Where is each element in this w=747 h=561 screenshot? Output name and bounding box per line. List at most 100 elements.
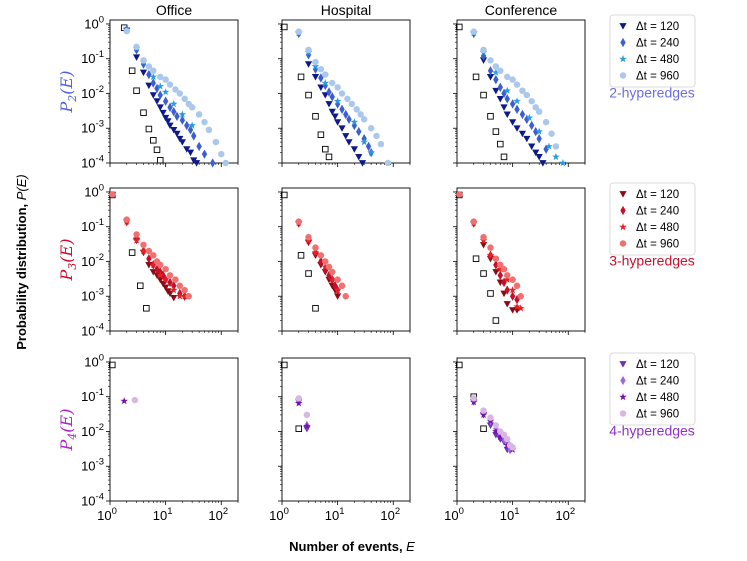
data-point-circle <box>162 76 169 83</box>
data-point-square <box>297 73 305 81</box>
x-tick-label: 101 <box>500 506 520 523</box>
data-point-diamond <box>329 92 335 102</box>
data-point-circle <box>535 108 543 115</box>
data-point-circle <box>166 81 174 88</box>
data-point-tri <box>358 160 367 167</box>
data-point-tri <box>479 57 488 64</box>
y-tick-exponent: -4 <box>96 322 104 333</box>
data-point-circle <box>542 118 550 126</box>
data-point-circle <box>552 143 560 150</box>
data-point-circle <box>322 71 329 78</box>
legend-marker-tri <box>619 361 627 368</box>
data-point-circle <box>162 265 169 273</box>
x-tick-label: 101 <box>325 506 345 523</box>
data-point-star <box>132 236 141 244</box>
data-point-star <box>161 88 170 96</box>
legend-label: Δt = 120 <box>636 189 679 201</box>
data-point-square <box>305 270 312 277</box>
data-point-star <box>513 97 521 105</box>
panel-r1-c2 <box>453 187 586 335</box>
data-point-tri <box>486 422 495 429</box>
data-point-star <box>350 118 359 126</box>
data-point-circle <box>201 118 208 126</box>
x-tick-exponent: 0 <box>284 506 289 517</box>
data-point-square <box>480 425 487 432</box>
legend-marker-star <box>619 223 627 231</box>
data-point-circle <box>480 233 487 241</box>
data-point-diamond <box>533 126 539 137</box>
panel-r0-c2 <box>453 19 586 167</box>
data-point-square <box>497 140 504 148</box>
panel-r0-c1 <box>278 19 411 167</box>
y-tick-label: 10-4 <box>81 492 104 509</box>
panel-frame <box>109 357 239 502</box>
x-tick-label: 102 <box>555 506 575 523</box>
legend-prefix: Δt = <box>636 71 660 83</box>
x-tick-exponent: 2 <box>395 506 400 517</box>
data-point-diamond <box>519 109 526 120</box>
data-point-diamond <box>196 141 202 152</box>
legend-prefix: Δt = <box>636 222 660 234</box>
data-point-diamond <box>187 125 194 135</box>
data-point-circle <box>312 58 319 66</box>
x-tick-base: 10 <box>269 508 283 523</box>
legend-value: 480 <box>660 54 679 66</box>
data-point-tri <box>178 139 186 146</box>
data-point-diamond <box>543 144 549 154</box>
data-point-tri <box>317 84 325 91</box>
data-point-tri <box>183 146 191 153</box>
data-point-tri <box>518 130 527 138</box>
data-point-star <box>333 286 342 294</box>
x-tick-label: 102 <box>208 506 228 523</box>
data-point-circle <box>195 111 203 118</box>
data-point-star <box>492 68 500 76</box>
data-point-tri <box>338 125 346 132</box>
data-point-square <box>480 270 487 277</box>
data-point-circle <box>509 444 516 451</box>
legend-value: 960 <box>660 239 679 251</box>
data-point-tri <box>132 54 141 61</box>
data-point-star <box>188 121 196 129</box>
data-point-square <box>150 137 157 144</box>
legend-label: Δt = 240 <box>636 376 679 388</box>
data-point-square <box>487 113 494 120</box>
x-tick-base: 10 <box>555 508 569 523</box>
data-point-circle <box>176 282 184 290</box>
y-axis-label-var: P(E) <box>14 174 29 200</box>
panel-frame <box>281 187 411 332</box>
data-point-tri <box>153 98 161 105</box>
data-point-tri <box>479 242 488 249</box>
row-ylabel-sub: 3 <box>66 263 79 270</box>
data-point-star <box>303 422 311 430</box>
data-point-tri <box>532 149 540 157</box>
legend-marker-star <box>619 55 627 63</box>
data-point-circle <box>480 407 487 414</box>
x-tick-base: 10 <box>325 508 339 523</box>
data-point-diamond <box>171 281 177 291</box>
data-point-star <box>367 148 375 156</box>
data-point-tri <box>523 135 531 143</box>
data-point-circle <box>353 106 360 113</box>
data-point-circle <box>317 65 325 73</box>
x-tick-base: 10 <box>380 508 394 523</box>
data-point-square <box>472 73 480 81</box>
data-point-star <box>508 286 517 294</box>
data-point-diamond <box>191 131 197 141</box>
legend-value: 480 <box>660 392 679 404</box>
data-point-tri <box>331 113 339 120</box>
data-point-circle <box>384 159 392 167</box>
data-point-star <box>496 265 505 273</box>
data-point-circle <box>513 81 521 88</box>
y-tick-exponent: 0 <box>99 14 104 25</box>
column-title-hospital: Hospital <box>321 2 372 18</box>
data-point-square <box>325 153 333 161</box>
data-point-circle <box>348 100 356 108</box>
y-tick-label: 100 <box>84 182 104 199</box>
legend-prefix: Δt = <box>636 376 660 388</box>
x-tick-base: 10 <box>153 508 167 523</box>
y-tick-label: 10-4 <box>81 154 104 171</box>
panel-frame <box>281 19 411 164</box>
data-point-circle <box>492 255 500 262</box>
y-tick-label: 10-1 <box>81 387 104 404</box>
